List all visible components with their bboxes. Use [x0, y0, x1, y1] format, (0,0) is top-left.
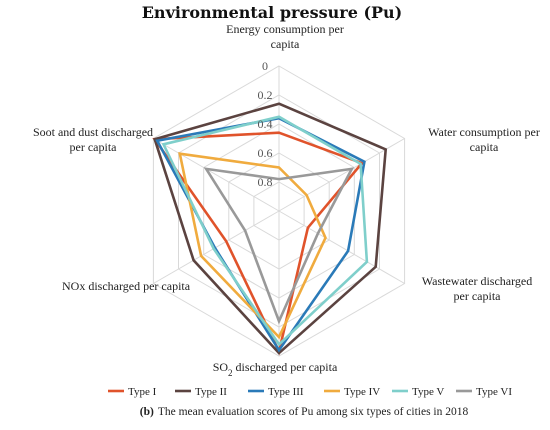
axis-label: SO2 discharged per capita [213, 360, 338, 378]
series-type-iii [155, 116, 366, 353]
legend-label-type-i: Type I [128, 386, 157, 398]
radial-tick-label: 0.4 [258, 117, 273, 131]
axis-label: NOx discharged per capita [62, 279, 191, 293]
series-layer [152, 102, 388, 356]
radial-tick-label: 0.2 [258, 88, 273, 102]
legend-label-type-v: Type V [412, 386, 444, 398]
axis-label: Wastewater discharged per capita [422, 274, 532, 303]
legend-label-type-iii: Type III [268, 386, 304, 398]
series-type-ii [153, 102, 388, 355]
radial-ticks: 0 0.2 0.4 0.6 0.8 [258, 59, 273, 189]
axis-label: Water consumption per capita [428, 125, 540, 154]
radial-tick-label: 0.6 [258, 146, 273, 160]
series-type-vi [203, 167, 355, 325]
axis-spoke [153, 138, 280, 212]
series-type-v [161, 115, 369, 347]
axis-spoke [278, 138, 405, 212]
radial-tick-label: 0.8 [258, 175, 273, 189]
legend-label-type-vi: Type VI [476, 386, 512, 398]
chart-title: Environmental pressure (Pu) [142, 3, 403, 22]
radial-tick-label: 0 [262, 59, 268, 73]
axis-label: Soot and dust discharged per capita [33, 125, 153, 154]
legend-label-type-ii: Type II [195, 386, 227, 398]
axis-spoke [153, 210, 280, 284]
caption-text: The mean evaluation scores of Pu among s… [158, 406, 469, 418]
axis-labels: Energy consumption per capita Water consum… [33, 22, 540, 378]
caption-prefix: (b) [140, 406, 154, 418]
axis-label: Energy consumption per capita [226, 22, 344, 51]
legend: Type I Type II Type III Type IV Type V Type V… [108, 386, 512, 398]
series-type-iv [178, 152, 327, 340]
legend-label-type-iv: Type IV [344, 386, 380, 398]
axis-spoke [278, 210, 405, 284]
figure-caption: (b) The mean evaluation scores of Pu amon… [140, 406, 469, 418]
